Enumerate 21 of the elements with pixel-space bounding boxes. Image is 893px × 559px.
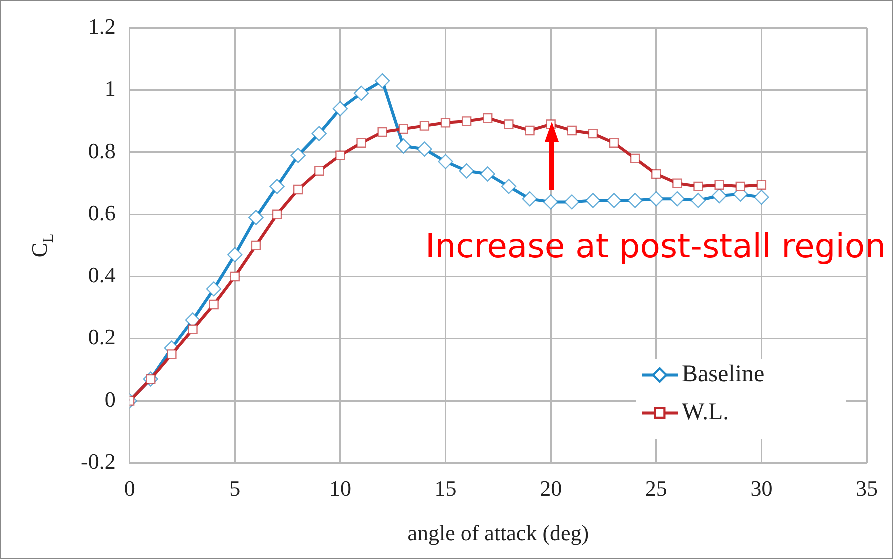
legend-label: W.L. bbox=[682, 399, 730, 426]
x-axis-title: angle of attack (deg) bbox=[408, 520, 590, 546]
annotation: Increase at post-stall region bbox=[425, 226, 886, 266]
y-tick-label: 0 bbox=[104, 386, 116, 412]
y-tick-label: 0.2 bbox=[88, 324, 116, 350]
x-tick-label: 5 bbox=[230, 476, 241, 502]
y-tick-label: 1 bbox=[104, 76, 116, 102]
y-tick-label: -0.2 bbox=[81, 448, 116, 474]
y-tick-label: 1.2 bbox=[88, 14, 116, 39]
x-tick-label: 35 bbox=[856, 476, 878, 502]
legend-label: Baseline bbox=[682, 361, 765, 388]
x-tick-label: 25 bbox=[645, 476, 668, 502]
y-tick-label: 0.6 bbox=[88, 200, 116, 226]
x-tick-label: 20 bbox=[540, 476, 562, 502]
x-tick-label: 30 bbox=[750, 476, 773, 502]
x-tick-label: 15 bbox=[434, 476, 457, 502]
y-axis-title: CL bbox=[27, 234, 57, 258]
x-tick-label: 0 bbox=[124, 476, 136, 502]
x-tick-label: 10 bbox=[329, 476, 352, 502]
y-tick-label: 0.8 bbox=[88, 138, 116, 164]
y-tick-label: 0.4 bbox=[88, 262, 116, 288]
